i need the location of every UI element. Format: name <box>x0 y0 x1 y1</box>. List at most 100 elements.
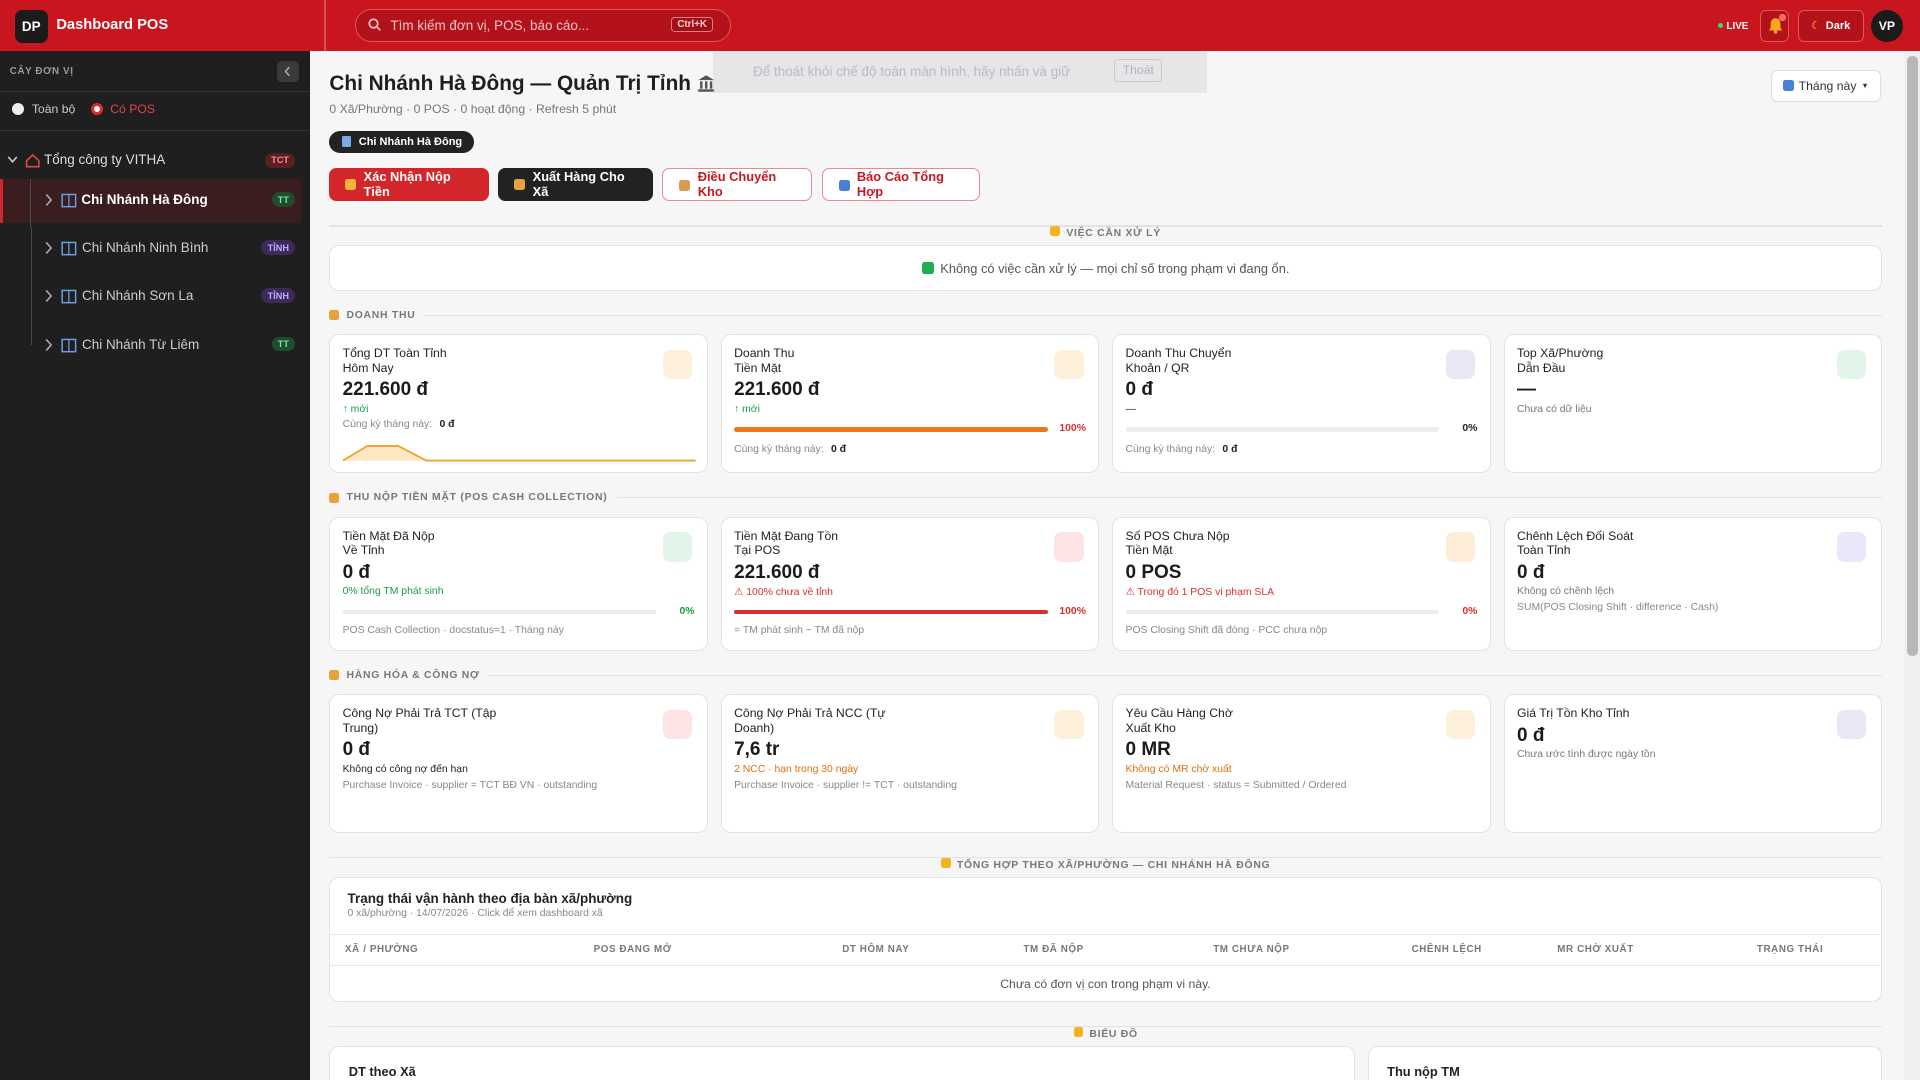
card-value: 221.600 đ <box>734 561 820 583</box>
table-title: Trạng thái vận hành theo địa bàn xã/phườ… <box>347 891 633 907</box>
card-icon <box>1054 349 1084 380</box>
heading-icon <box>329 492 340 503</box>
app-title[interactable]: Dashboard POS <box>56 17 169 34</box>
kpi-card[interactable]: Công Nợ Phải Trả NCC (Tự Doanh) 7,6 tr 2 NC… <box>720 694 1100 833</box>
period-select[interactable]: Tháng này ▼ <box>1770 69 1881 102</box>
column-header: TM ĐÃ NỘP <box>1023 943 1084 955</box>
radio-option[interactable]: Có POS <box>90 102 155 116</box>
tree-item[interactable]: Chi Nhánh Hà Đông TT <box>0 178 303 227</box>
heading-icon <box>1073 1027 1084 1037</box>
tree-icons <box>45 242 77 256</box>
kpi-card[interactable]: Tiền Mặt Đang Tồn Tại POS 221.600 đ ⚠ 100% … <box>720 516 1100 652</box>
theme-label: Dark <box>1825 19 1851 32</box>
shortcut-key: Ctrl+K <box>671 16 713 33</box>
divider <box>330 964 1881 966</box>
card-title-line: Công Nợ Phải Trả NCC (Tự <box>734 706 886 721</box>
card-title-line: Dẫn Đầu <box>1517 360 1566 375</box>
kpi-card[interactable]: Doanh Thu Chuyển Khoản / QR 0 đ — 0% Cùng kỳ … <box>1112 334 1491 473</box>
card-title: Tiền Mặt Đang Tồn Tại POS <box>734 529 838 558</box>
card-title-line: Yêu Cầu Hàng Chờ <box>1125 706 1233 721</box>
card-note: ⚠ Trong đó 1 POS vi phạm SLA <box>1125 587 1275 599</box>
chevron-left <box>284 66 290 77</box>
progress-label: 100% <box>1059 423 1086 435</box>
panel-title: Thu nộp TM <box>1387 1063 1460 1079</box>
kpi-card[interactable]: Tiền Mặt Đã Nộp Về Tỉnh 0 đ 0% tổng TM phát… <box>329 516 708 652</box>
heading-text: BIỂU ĐỒ <box>1089 1028 1138 1040</box>
divider <box>329 1026 1882 1028</box>
column-header: POS ĐANG MỞ <box>593 943 672 955</box>
action-button[interactable]: Báo Cáo Tổng Hợp <box>821 167 980 201</box>
card-note: Chưa ước tính được ngày tồn <box>1517 749 1656 761</box>
card-value: 0 đ <box>342 561 371 583</box>
progress-track <box>734 427 1048 432</box>
kpi-card[interactable]: Số POS Chưa Nộp Tiền Mặt 0 POS ⚠ Trong đó 1… <box>1112 516 1491 652</box>
tree-item[interactable]: Chi Nhánh Từ Liêm TT <box>0 323 302 367</box>
card-icon <box>662 349 693 380</box>
kpi-card[interactable]: Giá Trị Tồn Kho Tỉnh 0 đ Chưa ước tính đượ… <box>1503 694 1883 833</box>
kpi-card[interactable]: Doanh Thu Tiền Mặt 221.600 đ ↑ mới 100% Cùng … <box>720 334 1100 473</box>
card-icon <box>662 532 693 562</box>
card-title-line: Hôm Nay <box>342 360 394 375</box>
sidebar-title: CÂY ĐƠN VỊ <box>9 66 74 78</box>
panel-title: DT theo Xã <box>348 1063 416 1079</box>
collapse-button[interactable] <box>276 61 299 83</box>
fullscreen-toast: Để thoát khỏi chế độ toàn màn hình, hãy … <box>712 51 1208 94</box>
empty-message: Chưa có đơn vị con trong phạm vi này. <box>1000 976 1211 991</box>
tree-label: Chi Nhánh Hà Đông <box>81 192 208 208</box>
column-header: DT HÔM NAY <box>842 943 910 955</box>
toast-text: Để thoát khỏi chế độ toàn màn hình, hãy … <box>753 63 1071 79</box>
divider <box>0 90 310 92</box>
column-header: TRẠNG THÁI <box>1756 943 1824 955</box>
card-title-line: Về Tỉnh <box>342 543 385 558</box>
action-button[interactable]: Xuất Hàng Cho Xã <box>498 167 653 201</box>
card-value: 0 POS <box>1125 561 1182 583</box>
tree-connector <box>29 178 32 227</box>
kpi-card[interactable]: Tổng DT Toàn Tỉnh Hôm Nay 221.600 đ ↑ mới Cù… <box>329 334 708 473</box>
progress-label: 100% <box>1059 605 1086 617</box>
calendar-icon <box>1782 80 1794 92</box>
scope-chip[interactable]: Chi Nhánh Hà Đông <box>329 131 475 153</box>
heading-icon <box>941 858 951 868</box>
card-title-line: Top Xã/Phường <box>1517 346 1604 361</box>
radio-option[interactable]: Toàn bộ <box>12 102 75 116</box>
kpi-card[interactable]: Yêu Cầu Hàng Chờ Xuất Kho 0 MR Không có MR … <box>1112 694 1491 833</box>
column-header: MR CHỜ XUẤT <box>1557 943 1634 955</box>
heading-icon <box>1050 226 1061 237</box>
chip-label: Chi Nhánh Hà Đông <box>358 135 463 148</box>
tree-root[interactable]: Tổng công ty VITHA TCT <box>0 146 310 175</box>
progress-track <box>1125 427 1439 432</box>
heading-text: VIỆC CẦN XỬ LÝ <box>1066 228 1161 240</box>
user-avatar[interactable]: VP <box>1871 9 1903 42</box>
button-label: Báo Cáo Tổng Hợp <box>856 169 944 200</box>
pending-message: Không có việc cần xử lý — mọi chỉ số tro… <box>940 260 1290 276</box>
moon-icon: ☾ <box>1810 20 1821 33</box>
button-label: Xác Nhận Nộp Tiền <box>363 169 451 200</box>
tree-label: Chi Nhánh Từ Liêm <box>82 336 200 352</box>
radio-label: Toàn bộ <box>31 101 76 116</box>
section-heading: THU NỘP TIỀN MẶT (POS CASH COLLECTION) <box>329 492 1882 503</box>
tree-icons <box>45 338 77 353</box>
tree-item[interactable]: Chi Nhánh Ninh Bình TỈNH <box>0 226 302 275</box>
card-title: Công Nợ Phải Trả NCC (Tự Doanh) <box>734 706 886 735</box>
card-note: ⚠ 100% chưa về tỉnh <box>734 587 833 599</box>
kpi-card[interactable]: Top Xã/Phường Dẫn Đầu — Chưa có dữ liệu <box>1503 334 1883 473</box>
search-box[interactable]: Tìm kiếm đơn vị, POS, báo cáo... Ctrl+K <box>355 8 731 42</box>
divider <box>425 314 1882 316</box>
tree-item[interactable]: Chi Nhánh Sơn La TỈNH <box>0 275 302 323</box>
scrollbar-thumb[interactable] <box>1906 56 1918 657</box>
action-button[interactable]: Xác Nhận Nộp Tiền <box>329 167 489 201</box>
kpi-card[interactable]: Công Nợ Phải Trả TCT (Tập Trung) 0 đ Không … <box>329 694 708 833</box>
theme-toggle[interactable]: ☾ Dark <box>1797 9 1864 42</box>
column-header: XÃ / PHƯỜNG <box>345 943 419 955</box>
kpi-card[interactable]: Chênh Lệch Đối Soát Toàn Tỉnh 0 đ Không có … <box>1503 516 1883 652</box>
notification-button[interactable] <box>1759 9 1789 42</box>
card-title-line: Giá Trị Tồn Kho Tỉnh <box>1517 706 1630 721</box>
action-button[interactable]: Điều Chuyển Kho <box>662 167 812 201</box>
card-title-line: Doanh Thu <box>734 346 795 361</box>
heading-wrap: VIỆC CẦN XỬ LÝ <box>1040 226 1171 240</box>
logo[interactable]: DP <box>14 9 48 43</box>
tree-connector <box>30 323 32 346</box>
card-footer: Material Request · status = Submitted / … <box>1125 779 1347 791</box>
progress-track <box>734 609 1048 615</box>
